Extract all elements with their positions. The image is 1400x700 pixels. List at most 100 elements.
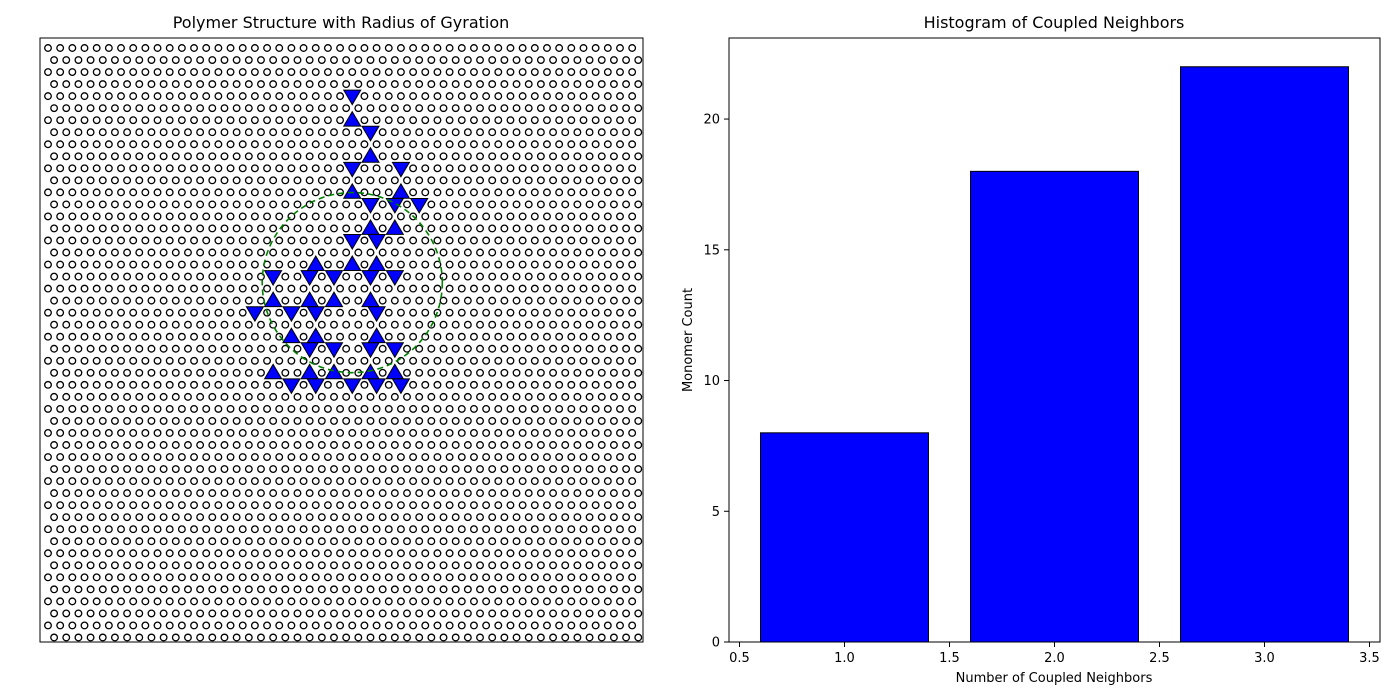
- lattice-point: [135, 465, 144, 473]
- lattice-point: [439, 272, 448, 281]
- lattice-point: [232, 368, 241, 377]
- lattice-point: [342, 248, 351, 257]
- lattice-point: [275, 92, 284, 101]
- lattice-point: [616, 284, 624, 293]
- monomer-marker: [367, 378, 386, 395]
- monomer-marker: [385, 363, 405, 380]
- lattice-point: [275, 44, 284, 52]
- lattice-point: [287, 453, 296, 461]
- lattice-point: [512, 320, 521, 329]
- lattice-point: [141, 116, 150, 125]
- lattice-point: [62, 609, 71, 618]
- y-tick-label: 20: [703, 113, 720, 128]
- lattice-point: [287, 212, 296, 221]
- lattice-point: [488, 585, 497, 594]
- lattice-point: [117, 501, 125, 510]
- lattice-point: [457, 284, 466, 293]
- lattice-point: [80, 92, 89, 101]
- lattice-point: [390, 56, 399, 64]
- lattice-point: [500, 465, 509, 473]
- lattice-point: [190, 92, 198, 101]
- lattice-point: [342, 392, 351, 401]
- lattice-point: [488, 248, 497, 257]
- lattice-point: [591, 188, 600, 197]
- lattice-point: [110, 224, 119, 233]
- lattice-point: [512, 561, 521, 570]
- lattice-point: [238, 501, 247, 510]
- lattice-point: [403, 104, 411, 113]
- lattice-point: [506, 501, 515, 510]
- lattice-point: [500, 344, 509, 353]
- lattice-point: [330, 585, 338, 594]
- lattice-point: [628, 68, 637, 77]
- lattice-point: [494, 308, 503, 317]
- lattice-point: [482, 260, 491, 269]
- lattice-point: [555, 404, 564, 413]
- lattice-point: [190, 188, 198, 197]
- lattice-point: [141, 284, 150, 293]
- lattice-point: [348, 453, 357, 461]
- lattice-point: [190, 260, 198, 269]
- lattice-point: [92, 332, 101, 341]
- lattice-point: [159, 633, 168, 642]
- lattice-point: [147, 513, 156, 522]
- lattice-point: [445, 92, 454, 101]
- lattice-point: [244, 320, 253, 329]
- lattice-point: [323, 92, 332, 101]
- lattice-point: [427, 248, 436, 257]
- lattice-point: [342, 441, 351, 449]
- lattice-point: [287, 164, 296, 173]
- lattice-point: [86, 56, 95, 64]
- lattice-point: [202, 212, 211, 221]
- lattice-point: [415, 80, 424, 89]
- lattice-point: [263, 332, 272, 341]
- lattice-point: [196, 537, 205, 546]
- lattice-point: [543, 68, 551, 77]
- lattice-point: [317, 368, 326, 377]
- lattice-point: [579, 44, 588, 52]
- lattice-point: [476, 489, 484, 498]
- lattice-point: [330, 320, 338, 329]
- lattice-point: [616, 525, 624, 534]
- lattice-point: [323, 453, 332, 461]
- lattice-point: [226, 477, 235, 486]
- lattice-point: [476, 392, 484, 401]
- lattice-point: [628, 164, 637, 173]
- lattice-point: [68, 284, 77, 293]
- lattice-point: [74, 368, 83, 377]
- lattice-point: [153, 621, 162, 630]
- lattice-point: [275, 284, 284, 293]
- lattice-point: [561, 585, 570, 594]
- lattice-point: [616, 404, 624, 413]
- lattice-point: [354, 513, 363, 522]
- lattice-point: [190, 549, 198, 558]
- lattice-point: [500, 633, 509, 642]
- lattice-point: [354, 248, 363, 257]
- lattice-point: [135, 56, 144, 64]
- lattice-point: [415, 320, 424, 329]
- lattice-point: [433, 356, 442, 365]
- lattice-point: [457, 501, 466, 510]
- lattice-point: [214, 260, 223, 269]
- lattice-point: [287, 429, 296, 437]
- lattice-point: [494, 140, 503, 149]
- lattice-point: [360, 477, 369, 486]
- lattice-point: [463, 128, 472, 137]
- lattice-point: [536, 200, 545, 209]
- lattice-point: [263, 549, 272, 558]
- lattice-point: [336, 92, 345, 101]
- lattice-point: [427, 561, 436, 570]
- lattice-point: [232, 176, 241, 185]
- lattice-point: [305, 104, 314, 113]
- lattice-point: [56, 68, 65, 77]
- lattice-point: [68, 453, 77, 461]
- lattice-point: [287, 188, 296, 197]
- lattice-point: [104, 92, 113, 101]
- lattice-point: [305, 537, 314, 546]
- lattice-point: [104, 525, 113, 534]
- lattice-point: [177, 68, 186, 77]
- lattice-point: [117, 380, 125, 389]
- lattice-point: [171, 585, 180, 594]
- lattice-point: [445, 501, 454, 510]
- lattice-point: [476, 513, 484, 522]
